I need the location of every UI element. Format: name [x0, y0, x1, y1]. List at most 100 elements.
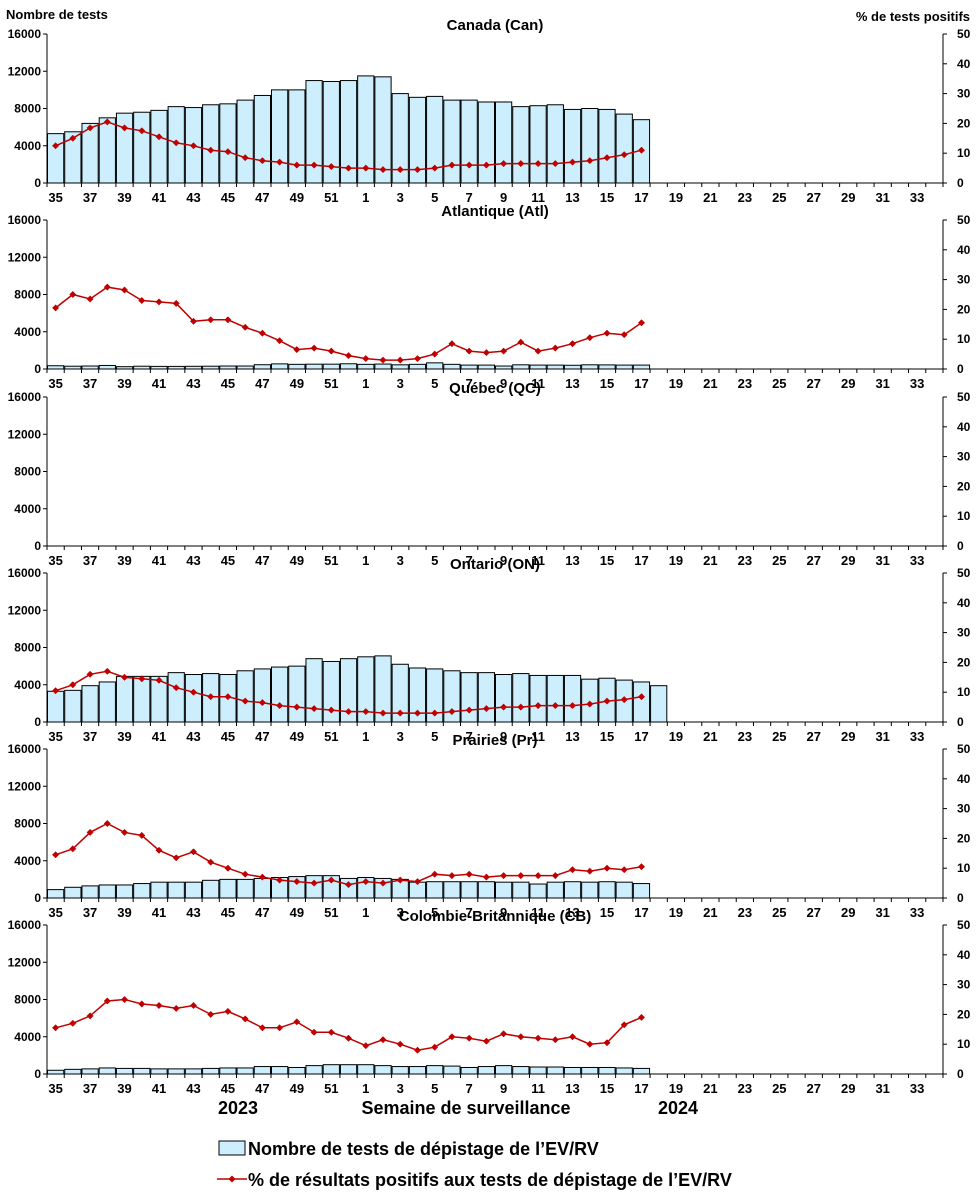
y-right-tick-label: 0: [957, 539, 964, 553]
pct-point-week-46: [241, 1015, 249, 1023]
bar-week-37: [81, 885, 99, 899]
x-tick-label: 15: [600, 905, 614, 920]
pct-point-week-6: [448, 161, 456, 169]
bar-week-2: [374, 363, 392, 370]
pct-point-week-13: [568, 340, 577, 348]
pct-point-week-46: [241, 154, 249, 162]
pct-point-week-9: [500, 160, 508, 168]
right-axis-title: % de tests positifs: [856, 9, 970, 24]
pct-point-week-17: [637, 1013, 646, 1021]
x-tick-label: 1: [362, 905, 369, 920]
pct-point-week-47: [258, 873, 266, 881]
x-tick-label: 23: [738, 905, 752, 920]
pct-point-week-5: [431, 350, 439, 358]
panel-0: Canada (Can) 0 4000 8000 12000 16000 0 10 20 30 40…: [8, 17, 971, 205]
pct-point-week-39: [120, 828, 129, 836]
bar-week-40: [133, 1067, 151, 1075]
x-tick-label: 31: [875, 729, 889, 744]
pct-point-week-17: [637, 146, 646, 154]
x-tick-label: 5: [431, 553, 438, 568]
bar-week-44: [202, 1067, 220, 1075]
y-right-tick-label: 30: [957, 626, 971, 640]
y-right-tick-label: 10: [957, 146, 971, 160]
bar-week-38: [98, 884, 116, 899]
pct-point-week-41: [155, 298, 163, 306]
x-tick-label: 31: [875, 376, 889, 391]
x-tick-label: 43: [186, 190, 200, 205]
bar-week-15: [598, 1066, 616, 1075]
pct-point-week-45: [224, 1007, 232, 1015]
legend-bar-swatch: [218, 1140, 246, 1156]
pct-point-week-10: [517, 703, 525, 711]
bar-week-10: [512, 106, 530, 184]
x-tick-label: 45: [221, 905, 235, 920]
bar-week-9: [495, 101, 513, 184]
bar-week-47: [253, 1066, 271, 1075]
bar-week-11: [529, 883, 547, 899]
pct-point-week-35: [52, 687, 60, 695]
pct-point-week-51: [327, 347, 335, 355]
bar-week-17: [632, 364, 651, 370]
pct-point-week-14: [586, 700, 594, 708]
pct-point-week-49: [293, 346, 301, 354]
pct-point-week-41: [155, 133, 163, 141]
pct-point-week-6: [448, 340, 456, 348]
y-right-tick-label: 20: [957, 116, 971, 130]
pct-point-week-50: [310, 344, 318, 352]
bar-week-3: [391, 364, 409, 370]
x-tick-label: 29: [841, 1081, 855, 1096]
bar-week-52: [339, 363, 358, 370]
bar-week-10: [512, 881, 530, 899]
pct-point-week-1: [362, 1042, 370, 1050]
pct-point-week-50: [310, 161, 318, 169]
y-left-tick-label: 16000: [8, 390, 42, 404]
bar-week-6: [443, 1065, 461, 1075]
x-tick-label: 23: [738, 1081, 752, 1096]
pct-point-week-8: [482, 1037, 490, 1045]
pct-point-week-15: [603, 329, 611, 337]
x-tick-label: 19: [669, 553, 683, 568]
x-tick-label: 25: [772, 190, 786, 205]
pct-point-week-47: [258, 699, 266, 707]
x-tick-label: 11: [531, 729, 545, 744]
y-left-tick-label: 16000: [8, 918, 42, 932]
pct-point-week-42: [172, 854, 180, 862]
y-left-tick-label: 0: [34, 1067, 41, 1081]
x-tick-label: 9: [500, 1081, 507, 1096]
bar-week-13: [563, 881, 582, 899]
pct-point-week-13: [568, 158, 577, 166]
y-left-tick-label: 4000: [14, 854, 41, 868]
x-tick-label: 17: [634, 905, 648, 920]
x-tick-label: 25: [772, 729, 786, 744]
x-tick-label: 37: [83, 729, 97, 744]
bar-week-47: [253, 94, 271, 184]
x-tick-label: 23: [738, 376, 752, 391]
bar-week-47: [253, 877, 271, 899]
y-left-tick-label: 4000: [14, 502, 41, 516]
pct-point-week-16: [620, 696, 628, 704]
pct-point-week-35: [52, 1024, 60, 1032]
bar-week-43: [184, 1068, 203, 1075]
y-right-tick-label: 40: [957, 948, 971, 962]
x-tick-label: 13: [565, 1081, 579, 1096]
x-tick-label: 45: [221, 376, 235, 391]
pct-point-week-50: [310, 879, 318, 887]
pct-point-week-35: [52, 304, 60, 312]
y-right-tick-label: 0: [957, 176, 964, 190]
bar-week-9: [495, 674, 513, 723]
bar-week-12: [546, 674, 564, 723]
pct-point-week-11: [534, 347, 542, 355]
x-tick-label: 19: [669, 905, 683, 920]
pct-point-week-51: [327, 1028, 335, 1036]
bar-week-12: [546, 104, 564, 184]
bar-week-13: [563, 674, 582, 723]
bar-week-18: [650, 685, 668, 723]
pct-point-week-2: [379, 709, 387, 717]
y-right-tick-label: 0: [957, 715, 964, 729]
bar-week-36: [64, 1068, 82, 1075]
y-left-tick-label: 4000: [14, 325, 41, 339]
bar-week-17: [632, 681, 651, 723]
pct-point-week-12: [551, 1036, 559, 1044]
x-tick-label: 17: [634, 190, 648, 205]
left-axis-title: Nombre de tests: [6, 7, 108, 22]
